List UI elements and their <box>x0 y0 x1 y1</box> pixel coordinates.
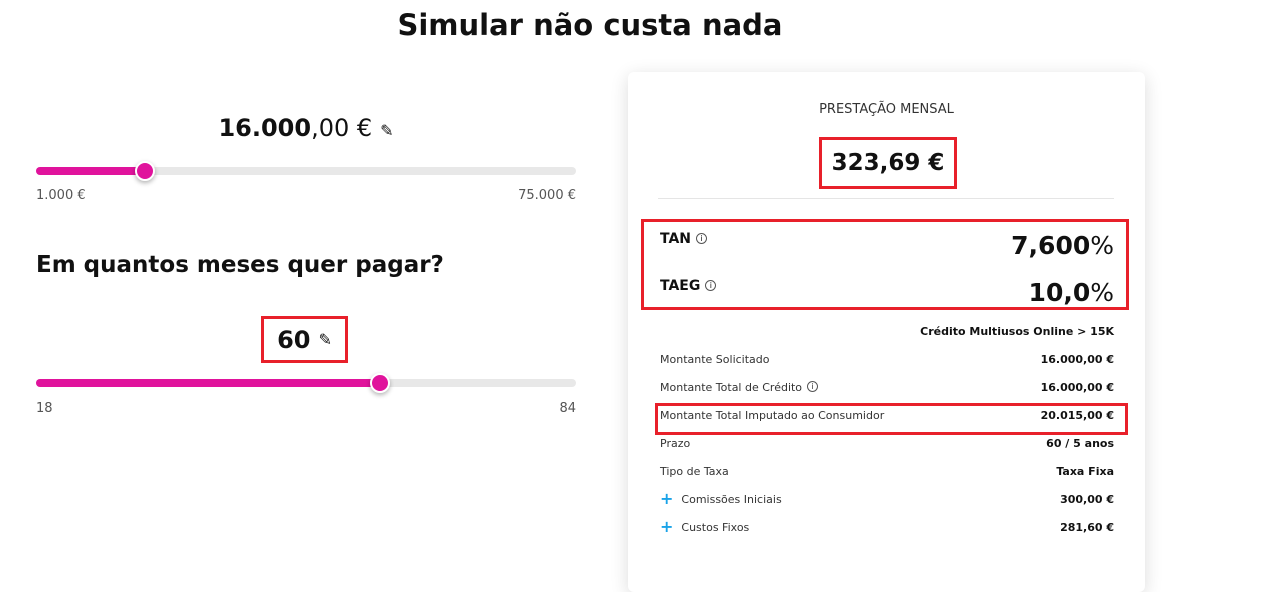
months-slider-fill <box>36 379 380 387</box>
taeg-label: TAEG i <box>660 278 717 294</box>
amount-display[interactable]: 16.000,00 € ✎ <box>36 114 576 142</box>
tan-value: 7,600% <box>1011 231 1114 260</box>
plus-icon[interactable]: + <box>660 517 674 536</box>
info-icon[interactable]: i <box>705 280 717 291</box>
page-title: Simular não custa nada <box>397 8 783 42</box>
info-icon[interactable]: i <box>696 233 708 244</box>
months-display[interactable]: 60 ✎ <box>261 316 348 363</box>
months-min: 18 <box>36 401 53 416</box>
detail-row: Montante Total Imputado ao Consumidor 20.… <box>660 409 1114 422</box>
amount-slider-thumb[interactable] <box>135 161 156 181</box>
detail-row: Montante Solicitado 16.000,00 € <box>660 353 1114 366</box>
tan-label: TAN i <box>660 231 708 247</box>
total-highlight <box>655 403 1128 435</box>
months-slider-thumb[interactable] <box>369 373 390 393</box>
months-max: 84 <box>559 401 576 416</box>
pencil-icon[interactable]: ✎ <box>380 121 394 140</box>
amount-slider-fill <box>36 167 146 175</box>
months-slider[interactable] <box>36 373 576 393</box>
amount-decimals: ,00 € <box>311 114 373 142</box>
monthly-payment: 323,69 € <box>819 137 957 189</box>
amount-max: 75.000 € <box>518 188 576 203</box>
detail-row: Tipo de Taxa Taxa Fixa <box>660 465 1114 478</box>
detail-row-expandable[interactable]: + Comissões Iniciais 300,00 € <box>660 489 1114 508</box>
product-name: Crédito Multiusos Online > 15K <box>920 325 1114 338</box>
amount-min: 1.000 € <box>36 188 86 203</box>
pencil-icon[interactable]: ✎ <box>318 330 332 349</box>
detail-row: Prazo 60 / 5 anos <box>660 437 1114 450</box>
summary-card <box>628 72 1145 592</box>
detail-row-expandable[interactable]: + Custos Fixos 281,60 € <box>660 517 1114 536</box>
taeg-value: 10,0% <box>1028 278 1114 307</box>
rates-highlight <box>641 219 1129 310</box>
divider <box>658 198 1114 199</box>
info-icon[interactable]: i <box>807 381 819 392</box>
months-question: Em quantos meses quer pagar? <box>36 252 444 278</box>
months-value: 60 <box>277 325 311 354</box>
monthly-header: PRESTAÇÃO MENSAL <box>819 102 954 117</box>
amount-slider[interactable] <box>36 161 576 181</box>
plus-icon[interactable]: + <box>660 489 674 508</box>
amount-integer: 16.000 <box>218 114 312 142</box>
detail-row: Montante Total de Crédito i 16.000,00 € <box>660 381 1114 394</box>
